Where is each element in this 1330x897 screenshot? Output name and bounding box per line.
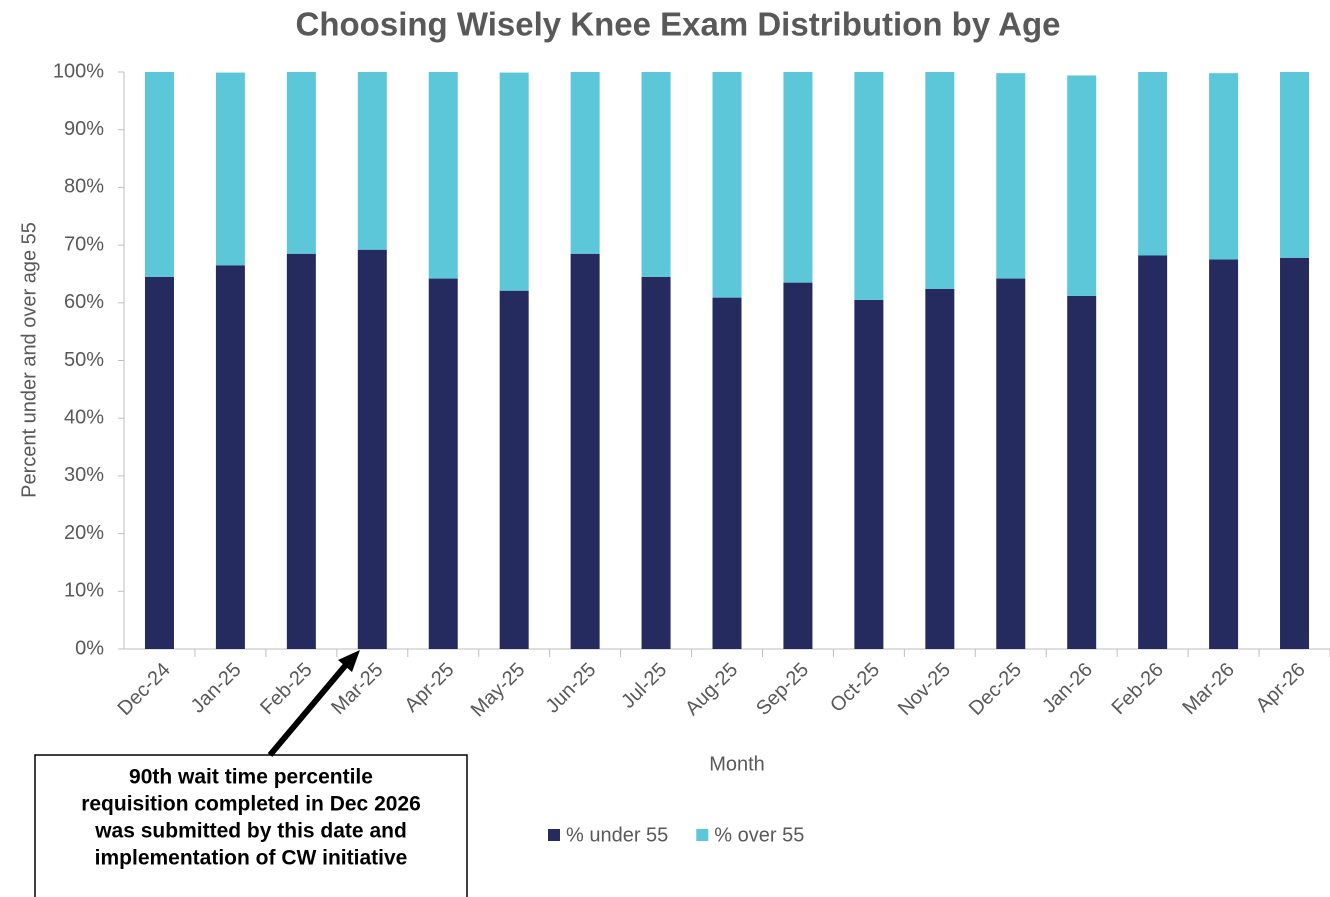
x-tick-label: Dec-24 [114,659,175,720]
annotation-text: requisition completed in Dec 2026 [81,793,421,816]
y-tick-label: 60% [64,291,104,313]
bar-segment [1280,72,1310,258]
bar-segment [357,72,387,250]
x-tick-label: Jan-25 [187,659,246,718]
bar-segment [712,297,742,649]
bar-segment [286,72,316,254]
bar-segment [1067,75,1097,296]
legend-swatch [696,829,709,841]
y-axis-label: Percent under and over age 55 [18,222,40,498]
x-tick-label: Feb-26 [1108,659,1168,719]
bar-segment [712,72,742,298]
x-tick-label: Jun-25 [542,659,601,718]
y-tick-label: 30% [64,464,104,486]
bar-segment [641,72,671,277]
y-tick-label: 80% [64,176,104,198]
legend-swatch [548,829,560,841]
bar-segment [215,72,245,266]
bar-segment [1138,72,1168,256]
y-tick-label: 40% [64,406,104,428]
y-tick-label: 90% [64,118,104,140]
y-tick-label: 50% [64,349,104,371]
bar-segment [783,72,813,283]
x-tick-label: Jul-25 [617,659,671,713]
annotation-arrow [267,658,353,757]
annotation-text: was submitted by this date and [94,820,407,843]
x-tick-label: Apr-26 [1252,659,1310,717]
bar-segment [357,249,387,649]
x-axis-label: Month [709,753,765,775]
x-tick-label: Mar-25 [327,659,387,719]
x-tick-label: Dec-25 [965,659,1026,720]
bar-segment [925,288,955,649]
annotation-text: 90th wait time percentile [129,766,373,789]
bar-segment [854,299,884,649]
bar-segment [428,72,458,279]
legend-label: % under 55 [566,824,668,846]
bar-segment [499,290,529,649]
bar-segment [641,276,671,649]
x-tick-label: Sep-25 [752,659,813,720]
bar-segment [854,72,884,300]
bar-segment [783,282,813,649]
bar-segment [1209,259,1239,649]
chart-title: Choosing Wisely Knee Exam Distribution b… [296,6,1061,43]
annotation-arrowhead [338,650,360,672]
y-tick-label: 10% [64,580,104,602]
bar-segment [1067,295,1097,649]
bar-segment [428,278,458,649]
x-tick-label: Oct-25 [826,659,884,717]
x-tick-label: Jan-26 [1038,659,1097,718]
x-tick-label: Nov-25 [894,659,955,720]
bar-segment [499,72,529,291]
legend-label: % over 55 [714,824,804,846]
bar-segment [1138,255,1168,649]
bar-segment [996,73,1026,279]
bar-segment [144,72,174,277]
bar-segment [1209,73,1239,260]
annotation-box [34,754,468,897]
x-tick-label: Mar-26 [1179,659,1239,719]
bar-segment [996,278,1026,649]
y-tick-label: 20% [64,522,104,544]
bar-segment [286,253,316,649]
y-tick-label: 100% [53,60,104,82]
bar-segment [570,72,600,254]
bar-segment [925,72,955,289]
annotation-text: implementation of CW initiative [95,847,408,870]
y-tick-label: 70% [64,233,104,255]
y-tick-label: 0% [75,637,104,659]
bar-segment [144,276,174,649]
bar-segment [215,265,245,649]
bar-segment [570,253,600,649]
x-tick-label: Apr-25 [401,659,459,717]
bar-segment [1280,257,1310,649]
x-tick-label: Aug-25 [681,659,742,720]
x-tick-label: May-25 [467,659,530,722]
